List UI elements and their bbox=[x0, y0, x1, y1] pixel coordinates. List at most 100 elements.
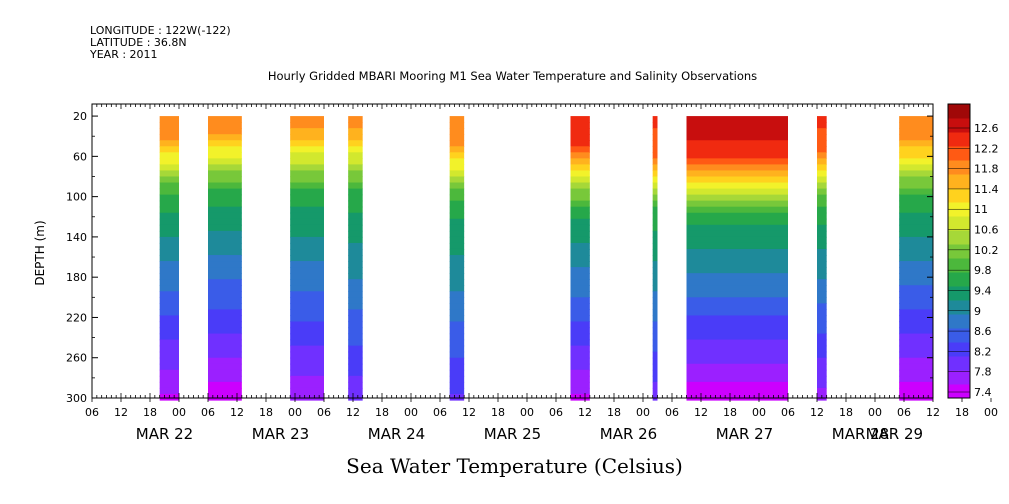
temperature-cell bbox=[899, 206, 933, 214]
colorbar-band bbox=[948, 188, 970, 203]
hour-tick-label: 06 bbox=[201, 406, 215, 419]
colorbar-band bbox=[948, 328, 970, 343]
temperature-cell bbox=[817, 164, 827, 172]
temperature-cell bbox=[570, 291, 590, 298]
longitude-label: LONGITUDE : 122W(-122) bbox=[90, 24, 231, 37]
temperature-cell bbox=[159, 309, 179, 317]
temperature-cell bbox=[449, 291, 465, 298]
data-block bbox=[652, 116, 658, 401]
temperature-cell bbox=[899, 285, 933, 292]
temperature-cell bbox=[159, 140, 179, 147]
colorbar-label: 11.8 bbox=[974, 163, 999, 176]
temperature-cell bbox=[208, 152, 242, 159]
temperature-cell bbox=[899, 188, 933, 196]
day-label: MAR 25 bbox=[484, 425, 541, 443]
temperature-cell bbox=[159, 387, 179, 395]
temperature-cell bbox=[899, 248, 933, 256]
temperature-cell bbox=[817, 224, 827, 232]
temperature-cell bbox=[290, 224, 324, 232]
temperature-cell bbox=[449, 327, 465, 335]
temperature-cell bbox=[570, 182, 590, 190]
temperature-cell bbox=[817, 158, 827, 166]
temperature-cell bbox=[449, 182, 465, 190]
temperature-cell bbox=[159, 345, 179, 353]
temperature-cell bbox=[290, 387, 324, 395]
temperature-cell bbox=[159, 200, 179, 208]
temperature-cell bbox=[348, 200, 363, 208]
hour-tick-label: 00 bbox=[520, 406, 534, 419]
temperature-cell bbox=[686, 297, 788, 304]
day-label: MAR 26 bbox=[600, 425, 657, 443]
temperature-cell bbox=[208, 303, 242, 310]
temperature-cell bbox=[449, 309, 465, 317]
colorbar-band bbox=[948, 384, 970, 399]
temperature-cell bbox=[570, 242, 590, 250]
temperature-cell bbox=[899, 267, 933, 274]
temperature-cell bbox=[159, 303, 179, 310]
temperature-cell bbox=[348, 218, 363, 226]
temperature-cell bbox=[348, 261, 363, 268]
temperature-cell bbox=[817, 333, 827, 341]
temperature-cell bbox=[570, 152, 590, 159]
temperature-cell bbox=[159, 152, 179, 159]
bottom-title: Sea Water Temperature (Celsius) bbox=[346, 454, 683, 478]
temperature-cell bbox=[449, 345, 465, 353]
temperature-cell bbox=[159, 224, 179, 232]
temperature-cell bbox=[290, 248, 324, 256]
hour-tick-label: 12 bbox=[810, 406, 824, 419]
temperature-cell bbox=[686, 224, 788, 232]
temperature-cell bbox=[449, 285, 465, 292]
temperature-cell bbox=[348, 242, 363, 250]
temperature-cell bbox=[570, 375, 590, 383]
temperature-cell bbox=[290, 140, 324, 147]
temperature-cell bbox=[449, 261, 465, 268]
temperature-cell bbox=[290, 327, 324, 335]
temperature-cell bbox=[348, 194, 363, 202]
axes: 06 12 18 00 06 12 18 00 06 12 18 00 06 12 18 00 06 12 18 00… bbox=[66, 103, 998, 443]
temperature-cell bbox=[348, 321, 363, 329]
temperature-cell bbox=[899, 345, 933, 353]
temperature-cell bbox=[159, 242, 179, 250]
temperature-cell bbox=[348, 339, 363, 347]
hour-tick-label: 12 bbox=[462, 406, 476, 419]
temperature-cell bbox=[208, 339, 242, 347]
y-tick-label: 180 bbox=[66, 271, 87, 284]
temperature-cell bbox=[570, 309, 590, 317]
colorbar-band bbox=[948, 314, 970, 329]
temperature-cell bbox=[817, 261, 827, 268]
colorbar-band bbox=[948, 342, 970, 357]
y-tick-label: 60 bbox=[73, 150, 87, 163]
temperature-cell bbox=[348, 351, 363, 359]
temperature-cell bbox=[290, 116, 324, 123]
temperature-cell bbox=[652, 303, 658, 310]
temperature-cell bbox=[652, 351, 658, 359]
temperature-cell bbox=[348, 267, 363, 274]
y-tick-label: 300 bbox=[66, 392, 87, 405]
temperature-cell bbox=[159, 255, 179, 262]
temperature-cell bbox=[686, 218, 788, 226]
temperature-cell bbox=[208, 363, 242, 371]
temperature-cell bbox=[899, 230, 933, 238]
temperature-cell bbox=[159, 351, 179, 359]
temperature-cell bbox=[570, 267, 590, 274]
temperature-cell bbox=[570, 116, 590, 123]
temperature-cell bbox=[686, 267, 788, 274]
temperature-cell bbox=[208, 164, 242, 172]
temperature-cell bbox=[208, 393, 242, 401]
hour-tick-label: 06 bbox=[433, 406, 447, 419]
temperature-cell bbox=[570, 230, 590, 238]
temperature-cell bbox=[449, 116, 465, 123]
y-tick-label: 100 bbox=[66, 191, 87, 204]
temperature-cell bbox=[817, 375, 827, 383]
temperature-cell bbox=[899, 351, 933, 359]
temperature-cell bbox=[208, 387, 242, 395]
temperature-cell bbox=[159, 248, 179, 256]
temperature-cell bbox=[899, 369, 933, 377]
temperature-cell bbox=[208, 369, 242, 377]
temperature-cell bbox=[208, 146, 242, 153]
temperature-cell bbox=[159, 218, 179, 226]
temperature-cell bbox=[348, 128, 363, 135]
temperature-cell bbox=[652, 116, 658, 123]
temperature-cell bbox=[652, 218, 658, 226]
temperature-cell bbox=[817, 248, 827, 256]
